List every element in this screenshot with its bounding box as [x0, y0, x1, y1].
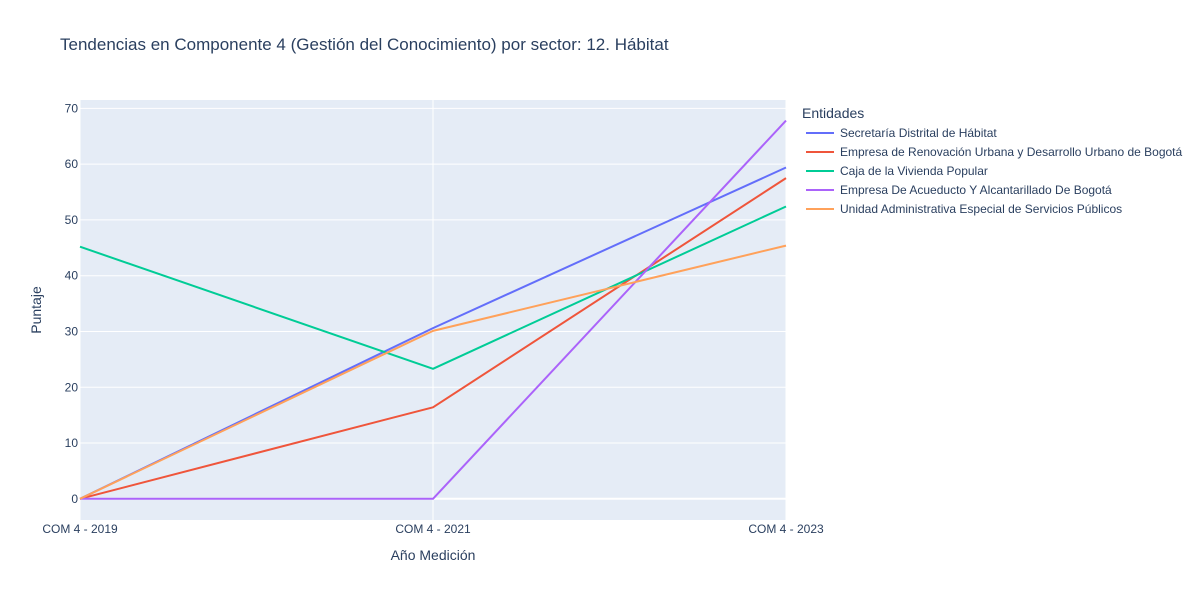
y-tick-label: 10	[65, 436, 79, 450]
legend: Entidades Secretaría Distrital de Hábita…	[802, 105, 1183, 216]
legend-title: Entidades	[802, 105, 864, 121]
series-line-2[interactable]	[79, 177, 787, 500]
y-tick-label: 50	[65, 213, 79, 227]
series-line-3[interactable]	[79, 205, 787, 370]
legend-label: Caja de la Vivienda Popular	[840, 164, 988, 178]
tick-labels: 0 10 20 30 40 50 60 70 COM 4 - 2019 COM 4 - 2021 C…	[42, 101, 824, 536]
series-line-5[interactable]	[79, 244, 787, 500]
y-tick-label: 60	[65, 157, 79, 171]
y-tick-label: 20	[65, 380, 79, 394]
series-lines	[79, 119, 787, 500]
legend-item[interactable]: Unidad Administrativa Especial de Servic…	[806, 202, 1122, 216]
chart-title: Tendencias en Componente 4 (Gestión del …	[60, 35, 669, 54]
y-tick-label: 30	[65, 324, 79, 338]
legend-item[interactable]: Empresa De Acueducto Y Alcantarillado De…	[806, 183, 1112, 197]
legend-items: Secretaría Distrital de Hábitat Empresa d…	[806, 126, 1183, 216]
y-tick-label: 40	[65, 269, 79, 283]
x-tick-label: COM 4 - 2023	[748, 522, 824, 536]
legend-item[interactable]: Secretaría Distrital de Hábitat	[806, 126, 997, 140]
legend-label: Unidad Administrativa Especial de Servic…	[840, 202, 1122, 216]
y-tick-label: 70	[65, 101, 79, 115]
legend-label: Secretaría Distrital de Hábitat	[840, 126, 997, 140]
x-tick-label: COM 4 - 2019	[42, 522, 118, 536]
legend-label: Empresa De Acueducto Y Alcantarillado De…	[840, 183, 1112, 197]
y-tick-label: 0	[71, 492, 78, 506]
y-axis-label: Puntaje	[28, 286, 44, 334]
x-axis-label: Año Medición	[391, 547, 476, 563]
legend-item[interactable]: Empresa de Renovación Urbana y Desarroll…	[806, 145, 1183, 159]
series-line-4[interactable]	[80, 119, 787, 500]
legend-label: Empresa de Renovación Urbana y Desarroll…	[840, 145, 1183, 159]
x-tick-label: COM 4 - 2021	[395, 522, 471, 536]
legend-item[interactable]: Caja de la Vivienda Popular	[806, 164, 988, 178]
